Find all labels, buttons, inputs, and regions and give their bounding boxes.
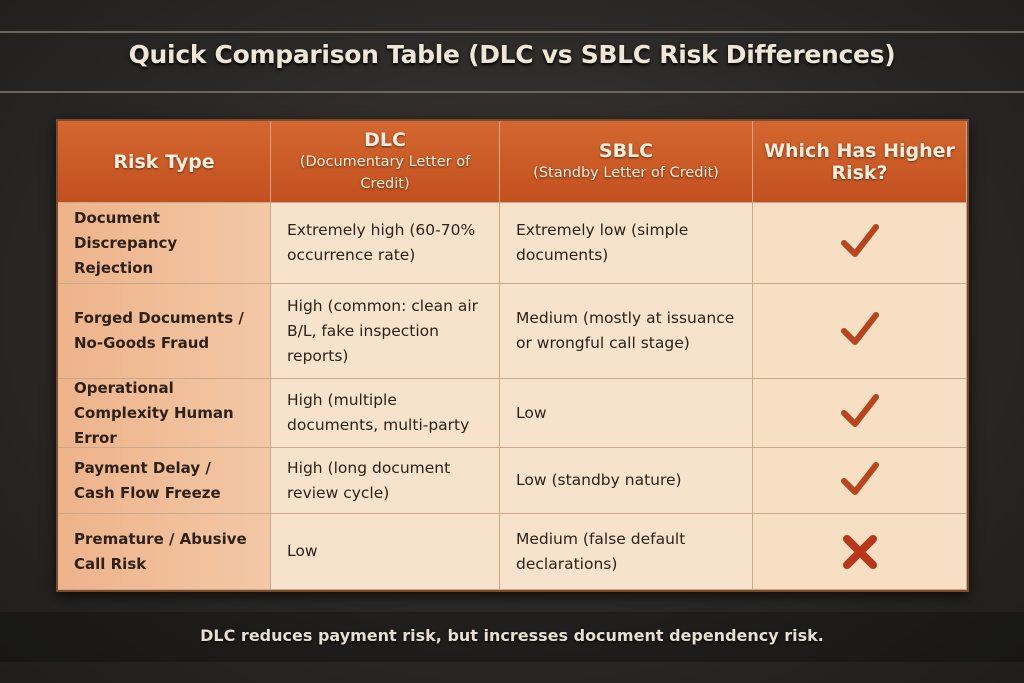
header-title: Which Has Higher Risk? [764, 139, 955, 184]
header-cell: Risk Type [58, 121, 271, 203]
row-label: Premature / Abusive Call Risk [58, 514, 271, 590]
table-cell: Extremely high (60-70% occurrence rate) [271, 203, 500, 284]
row-label: Payment Delay / Cash Flow Freeze [58, 448, 271, 514]
risk-icon [840, 394, 879, 427]
title: Quick Comparison Table (DLC vs SBLC Risk… [128, 40, 896, 69]
footer: DLC reduces payment risk, but incresses … [200, 626, 824, 645]
table-cell: Extremely low (simple documents) [500, 203, 753, 284]
risk-icon-cell [753, 284, 967, 379]
header-cell: SBLC (Standby Letter of Credit) [500, 121, 753, 203]
header-cell: DLC (Documentary Letter of Credit) [271, 121, 500, 203]
row-label: Forged Documents / No-Goods Fraud [58, 284, 271, 379]
header-title: SBLC [598, 139, 654, 162]
table-cell: Low [500, 379, 753, 448]
header-subtitle: (Standby Letter of Credit) [533, 164, 719, 181]
footer-band [0, 612, 1024, 662]
table-cell: Low [271, 514, 500, 590]
table-cell: High (common: clean air B/L, fake inspec… [271, 284, 500, 379]
table-cell: Medium (false default declarations) [500, 514, 753, 590]
risk-icon [840, 461, 879, 495]
table-cell: Low (standby nature) [500, 448, 753, 514]
comparison-table: Risk Type DLC (Documentary Letter of Credi… [56, 119, 969, 592]
risk-icon-cell [753, 203, 967, 284]
header-subtitle: (Documentary Letter of Credit) [299, 153, 471, 192]
risk-icon-cell [753, 514, 967, 590]
header-cell: Which Has Higher Risk? [753, 121, 967, 203]
risk-icon [840, 224, 879, 257]
risk-icon [842, 534, 877, 569]
table-cell: High (long document review cycle) [271, 448, 500, 514]
row-label: Document Discrepancy Rejection [58, 203, 271, 284]
risk-icon [840, 312, 879, 345]
risk-icon-cell [753, 379, 967, 448]
rule [0, 91, 1024, 93]
header-title: DLC [364, 128, 406, 151]
table-cell: Medium (mostly at issuance or wrongful c… [500, 284, 753, 379]
table-cell: High (multiple documents, multi-party [271, 379, 500, 448]
risk-icon-cell [753, 448, 967, 514]
row-label: Operational Complexity Human Error [58, 379, 271, 448]
rule [0, 31, 1024, 33]
header-title: Risk Type [113, 150, 215, 173]
